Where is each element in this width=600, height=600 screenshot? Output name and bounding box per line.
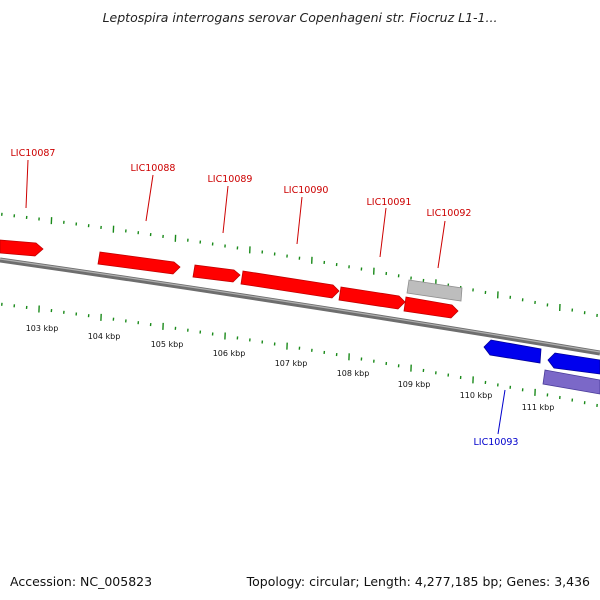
scale-label: 108 kbp [337,369,370,378]
scale-label: 109 kbp [398,380,431,389]
gene-label: LIC10090 [284,185,329,196]
scale-label: 106 kbp [213,349,246,358]
gene-lic10092[interactable]: LIC10092 [403,208,472,319]
genome-backbone [0,257,600,356]
gene-lic10089[interactable]: LIC10089 [192,174,253,283]
gene-lic10090[interactable]: LIC10090 [240,185,340,299]
scale-labels: 103 kbp 104 kbp 105 kbp 106 kbp 107 kbp … [26,324,555,412]
genome-summary: Topology: circular; Length: 4,277,185 bp… [246,574,590,589]
gene-lic10093[interactable]: LIC10093 [474,339,600,448]
lower-tick-row [1,302,598,407]
gene-lic10091[interactable]: LIC10091 [338,197,412,310]
upper-tick-row [1,212,598,317]
gene-label: LIC10089 [208,174,253,185]
accession-label: Accession: NC_005823 [10,574,152,589]
gene-label: LIC10093 [474,437,519,448]
gene-lic10088[interactable]: LIC10088 [97,163,181,275]
scale-label: 111 kbp [522,403,555,412]
gene-label: LIC10092 [427,208,472,219]
scale-label: 105 kbp [151,340,184,349]
map-title: Leptospira interrogans serovar Copenhage… [103,10,498,25]
gene-label: LIC10087 [11,148,56,159]
gene-lic10087[interactable]: LIC10087 [0,148,56,257]
scale-label: 103 kbp [26,324,59,333]
scale-label: 104 kbp [88,332,121,341]
scale-label: 107 kbp [275,359,308,368]
gene-label: LIC10088 [131,163,176,174]
scale-label: 110 kbp [460,391,493,400]
gene-label: LIC10091 [367,197,412,208]
